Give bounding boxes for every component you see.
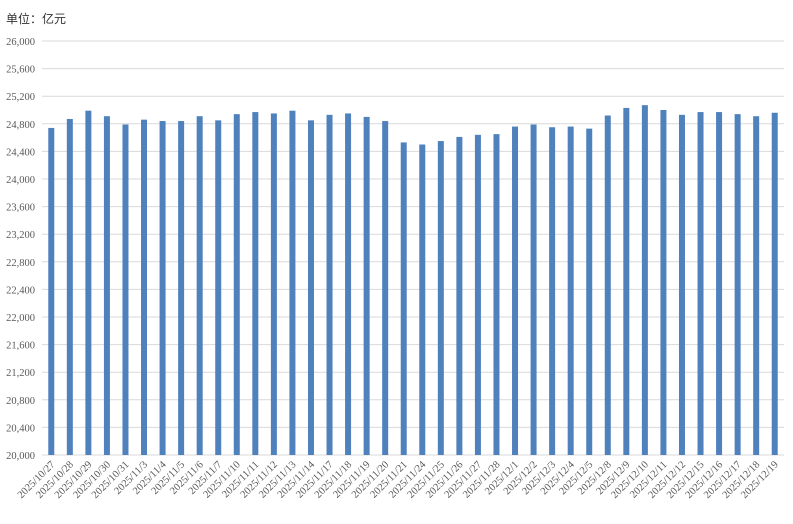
- bar: [623, 107, 630, 456]
- y-tick-label: 23,600: [6, 203, 35, 214]
- y-tick-label: 20,000: [6, 451, 35, 462]
- bar: [549, 127, 556, 455]
- bar: [493, 134, 500, 455]
- bar: [567, 126, 574, 455]
- bar: [289, 110, 296, 455]
- bar: [512, 126, 519, 455]
- bar: [474, 134, 481, 455]
- bar: [716, 112, 723, 455]
- bar: [196, 116, 203, 456]
- bar: [456, 136, 463, 455]
- bar: [641, 105, 648, 456]
- bar: [586, 128, 593, 455]
- bar: [363, 116, 370, 456]
- bar: [734, 114, 741, 455]
- y-tick-label: 22,800: [6, 258, 35, 269]
- bar: [233, 114, 240, 455]
- unit-label: 单位：亿元: [6, 12, 67, 26]
- bar: [48, 127, 55, 455]
- bar: [66, 118, 73, 455]
- bar: [382, 121, 389, 455]
- bar: [85, 110, 92, 455]
- bar: [753, 116, 760, 456]
- y-tick-label: 20,800: [6, 396, 35, 407]
- y-tick-label: 26,000: [6, 37, 35, 48]
- y-tick-label: 20,400: [6, 423, 35, 434]
- bar: [307, 120, 314, 455]
- y-tick-label: 22,000: [6, 313, 35, 324]
- bar: [660, 110, 667, 455]
- bar: [437, 141, 444, 456]
- bar: [771, 112, 778, 455]
- bar: [345, 113, 352, 455]
- bar: [270, 113, 277, 455]
- bar: [252, 112, 259, 455]
- y-tick-label: 21,600: [6, 341, 35, 352]
- bar: [103, 116, 110, 456]
- y-tick-label: 25,200: [6, 92, 35, 103]
- bar: [159, 121, 166, 455]
- y-tick-label: 22,400: [6, 285, 35, 296]
- bar: [400, 142, 407, 455]
- bar: [678, 114, 685, 455]
- bar: [326, 114, 333, 455]
- bar: [215, 120, 222, 455]
- bar: [419, 144, 426, 455]
- bar: [122, 124, 129, 456]
- y-tick-label: 24,000: [6, 175, 35, 186]
- bar: [141, 119, 148, 455]
- y-tick-label: 23,200: [6, 230, 35, 241]
- bar: [530, 124, 537, 456]
- y-tick-label: 25,600: [6, 65, 35, 76]
- y-tick-label: 24,800: [6, 120, 35, 131]
- y-tick-label: 21,200: [6, 368, 35, 379]
- bar: [178, 121, 185, 455]
- y-tick-label: 24,400: [6, 147, 35, 158]
- bar: [604, 115, 611, 456]
- bar: [697, 112, 704, 455]
